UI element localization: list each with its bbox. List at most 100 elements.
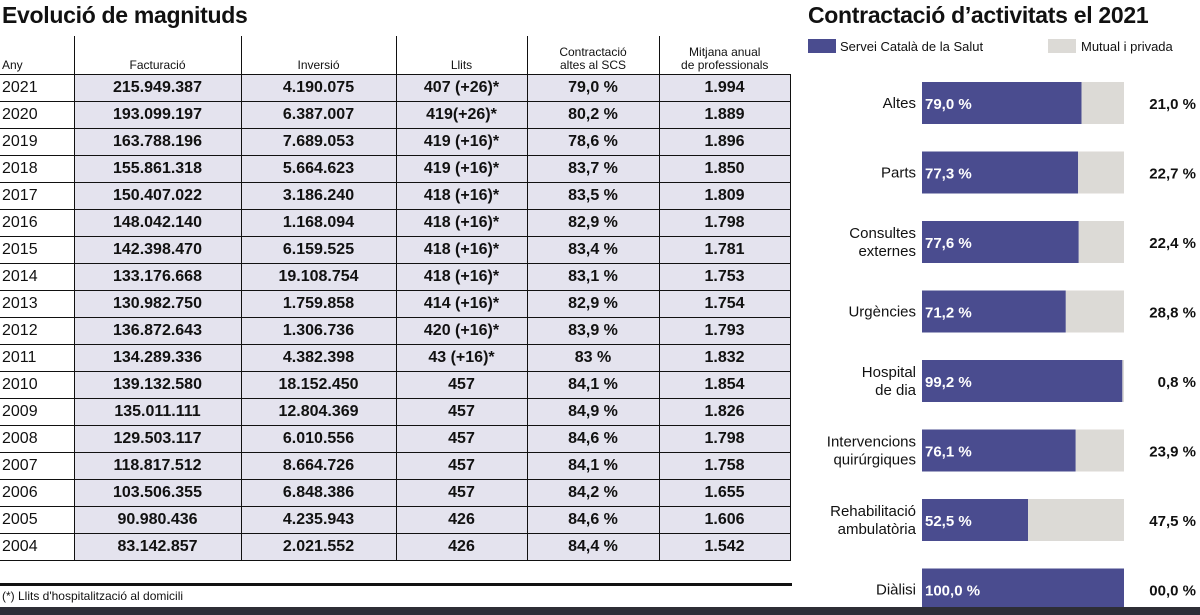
table-bottom-rule [0, 583, 792, 586]
cell-facturacio: 129.503.117 [73, 425, 242, 453]
cell-facturacio: 118.817.512 [73, 452, 242, 480]
category-label: quirúrgiques [833, 452, 916, 469]
value-label-mutual: 22,4 % [1149, 235, 1196, 252]
table-row: 2013 130.982.750 1.759.858 414 (+16)* 82,9 %… [0, 290, 791, 318]
cell-facturacio: 83.142.857 [73, 533, 242, 561]
category-label: ambulatòria [838, 521, 917, 538]
category-label: Consultes [849, 225, 916, 242]
bar-servei-catala [922, 499, 1029, 541]
cell-facturacio: 142.398.470 [73, 236, 242, 264]
value-label-servei: 79,0 % [925, 96, 972, 113]
table-row: 2009 135.011.111 12.804.369 457 84,9 % 1.826 [0, 398, 791, 426]
cell-facturacio: 163.788.196 [73, 128, 242, 156]
cell-contractacio: 80,2 % [526, 101, 660, 129]
cell-facturacio: 135.011.111 [73, 398, 242, 426]
legend-label-mutual: Mutual i privada [1081, 39, 1174, 54]
cell-any: 2013 [0, 290, 75, 318]
cell-mitjana: 1.994 [658, 74, 791, 102]
page-bottom-bar [0, 607, 1200, 615]
cell-facturacio: 134.289.336 [73, 344, 242, 372]
table-row: 2021 215.949.387 4.190.075 407 (+26)* 79,0 %… [0, 74, 791, 102]
header-contractacio: Contractació altes al SCS [526, 36, 659, 75]
value-label-mutual: 00,0 % [1149, 583, 1196, 600]
cell-any: 2007 [0, 452, 75, 480]
table-row: 2007 118.817.512 8.664.726 457 84,1 % 1.758 [0, 452, 791, 480]
table-row: 2016 148.042.140 1.168.094 418 (+16)* 82,9 %… [0, 209, 791, 237]
cell-contractacio: 83,5 % [526, 182, 660, 210]
cell-facturacio: 193.099.197 [73, 101, 242, 129]
header-mitjana-line1: Mitjana anual [689, 45, 761, 59]
magnitudes-table: Any Facturació Inversió Llits Contractac… [0, 36, 791, 561]
header-mitjana-line2: de professionals [681, 58, 769, 72]
cell-inversio: 18.152.450 [240, 371, 397, 399]
cell-mitjana: 1.798 [658, 209, 791, 237]
value-label-mutual: 0,8 % [1158, 374, 1196, 391]
category-label: Intervencions [827, 434, 916, 451]
cell-mitjana: 1.542 [658, 533, 791, 561]
value-label-servei: 77,6 % [925, 235, 972, 252]
cell-mitjana: 1.854 [658, 371, 791, 399]
category-label: Urgències [848, 304, 916, 321]
cell-any: 2012 [0, 317, 75, 345]
cell-inversio: 3.186.240 [240, 182, 397, 210]
cell-contractacio: 84,9 % [526, 398, 660, 426]
table-header-row: Any Facturació Inversió Llits Contractac… [0, 36, 790, 75]
header-inversio: Inversió [240, 36, 396, 75]
bar-servei-catala [922, 568, 1124, 607]
cell-contractacio: 83 % [526, 344, 660, 372]
value-label-servei: 100,0 % [925, 583, 980, 600]
chart-title: Contractació d’activitats el 2021 [808, 2, 1149, 28]
cell-any: 2004 [0, 533, 75, 561]
cell-llits: 457 [395, 398, 528, 426]
bar-mutual-privada [1081, 82, 1124, 124]
table-row: 2008 129.503.117 6.010.556 457 84,6 % 1.798 [0, 425, 791, 453]
cell-contractacio: 83,7 % [526, 155, 660, 183]
cell-inversio: 1.306.736 [240, 317, 397, 345]
cell-llits: 419 (+16)* [395, 128, 528, 156]
table-row: 2019 163.788.196 7.689.053 419 (+16)* 78,6 %… [0, 128, 791, 156]
cell-mitjana: 1.758 [658, 452, 791, 480]
cell-inversio: 19.108.754 [240, 263, 397, 291]
value-label-servei: 77,3 % [925, 166, 972, 183]
cell-inversio: 1.168.094 [240, 209, 397, 237]
cell-contractacio: 78,6 % [526, 128, 660, 156]
bar-mutual-privada [1065, 290, 1124, 333]
cell-inversio: 4.235.943 [240, 506, 397, 534]
cell-contractacio: 83,4 % [526, 236, 660, 264]
magnitudes-table-panel: Evolució de magnituds Any Facturació Inv… [0, 2, 792, 603]
legend-swatch-servei [808, 39, 836, 53]
value-label-servei: 99,2 % [925, 374, 972, 391]
cell-contractacio: 84,1 % [526, 371, 660, 399]
cell-contractacio: 83,9 % [526, 317, 660, 345]
cell-contractacio: 84,2 % [526, 479, 660, 507]
table-row: 2011 134.289.336 4.382.398 43 (+16)* 83 % 1.8… [0, 344, 791, 372]
cell-llits: 457 [395, 452, 528, 480]
bar-servei-catala [922, 360, 1123, 402]
cell-inversio: 4.382.398 [240, 344, 397, 372]
cell-facturacio: 133.176.668 [73, 263, 242, 291]
cell-any: 2015 [0, 236, 75, 264]
cell-llits: 420 (+16)* [395, 317, 528, 345]
cell-any: 2019 [0, 128, 75, 156]
category-label: Altes [883, 95, 916, 112]
cell-mitjana: 1.798 [658, 425, 791, 453]
cell-mitjana: 1.655 [658, 479, 791, 507]
cell-any: 2010 [0, 371, 75, 399]
table-row: 2010 139.132.580 18.152.450 457 84,1 % 1.854 [0, 371, 791, 399]
cell-any: 2014 [0, 263, 75, 291]
table-title: Evolució de magnituds [2, 2, 248, 28]
cell-any: 2018 [0, 155, 75, 183]
bar-mutual-privada [1122, 360, 1124, 402]
category-label: de dia [875, 382, 917, 399]
value-label-mutual: 28,8 % [1149, 305, 1196, 322]
cell-inversio: 5.664.623 [240, 155, 397, 183]
cell-any: 2006 [0, 479, 75, 507]
cell-llits: 419 (+16)* [395, 155, 528, 183]
cell-inversio: 12.804.369 [240, 398, 397, 426]
cell-contractacio: 84,6 % [526, 506, 660, 534]
cell-inversio: 6.387.007 [240, 101, 397, 129]
cell-mitjana: 1.850 [658, 155, 791, 183]
value-label-servei: 52,5 % [925, 513, 972, 530]
cell-mitjana: 1.832 [658, 344, 791, 372]
cell-facturacio: 130.982.750 [73, 290, 242, 318]
